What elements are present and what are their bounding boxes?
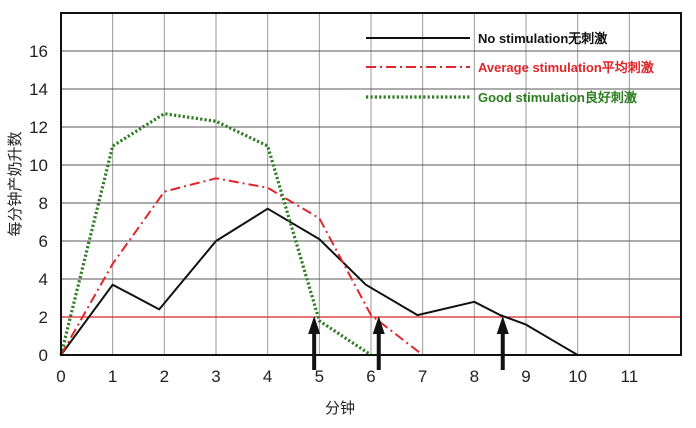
plot-frame bbox=[60, 12, 682, 356]
x-tick-label-3: 3 bbox=[211, 367, 220, 386]
x-tick-label-10: 10 bbox=[568, 367, 587, 386]
series-line-0 bbox=[60, 207, 579, 356]
series-line-2 bbox=[59, 112, 372, 357]
y-tick-label-1: 2 bbox=[39, 308, 48, 327]
legend-label-0: No stimulation无刺激 bbox=[478, 31, 608, 46]
plot-border bbox=[60, 12, 682, 356]
arrow-head-0 bbox=[308, 316, 321, 334]
x-tick-label-7: 7 bbox=[418, 367, 427, 386]
x-tick-label-2: 2 bbox=[160, 367, 169, 386]
x-tick-labels: 0 1 2 3 4 5 6 7 8 9 10 11 bbox=[56, 367, 638, 386]
x-tick-label-9: 9 bbox=[521, 367, 530, 386]
y-tick-label-2: 4 bbox=[39, 270, 48, 289]
x-tick-label-8: 8 bbox=[470, 367, 479, 386]
series-line-1 bbox=[60, 177, 424, 356]
y-tick-label-5: 10 bbox=[29, 156, 48, 175]
x-tick-label-11: 11 bbox=[621, 367, 639, 386]
x-tick-label-6: 6 bbox=[366, 367, 375, 386]
x-tick-label-4: 4 bbox=[263, 367, 272, 386]
x-tick-label-1: 1 bbox=[108, 367, 117, 386]
x-axis-title: 分钟 bbox=[325, 399, 355, 417]
y-tick-labels: 0 2 4 6 8 10 12 14 16 bbox=[29, 42, 48, 365]
legend: No stimulation无刺激 Average stimulation平均刺激… bbox=[366, 31, 655, 105]
x-tick-label-5: 5 bbox=[315, 367, 324, 386]
series-group bbox=[59, 112, 579, 357]
arrow-group bbox=[308, 316, 509, 370]
legend-label-2: Good stimulation良好刺激 bbox=[478, 90, 638, 105]
y-tick-label-3: 6 bbox=[39, 232, 48, 251]
x-tick-label-0: 0 bbox=[56, 367, 65, 386]
y-axis-title: 每分钟产奶升数 bbox=[6, 131, 24, 236]
arrow-head-1 bbox=[372, 316, 385, 334]
y-tick-label-7: 14 bbox=[29, 80, 48, 99]
y-tick-label-0: 0 bbox=[39, 346, 48, 365]
y-tick-label-4: 8 bbox=[39, 194, 48, 213]
arrow-head-2 bbox=[496, 316, 509, 334]
y-tick-label-6: 12 bbox=[29, 118, 48, 137]
legend-label-1: Average stimulation平均刺激 bbox=[478, 60, 655, 75]
y-tick-label-8: 16 bbox=[29, 42, 48, 61]
